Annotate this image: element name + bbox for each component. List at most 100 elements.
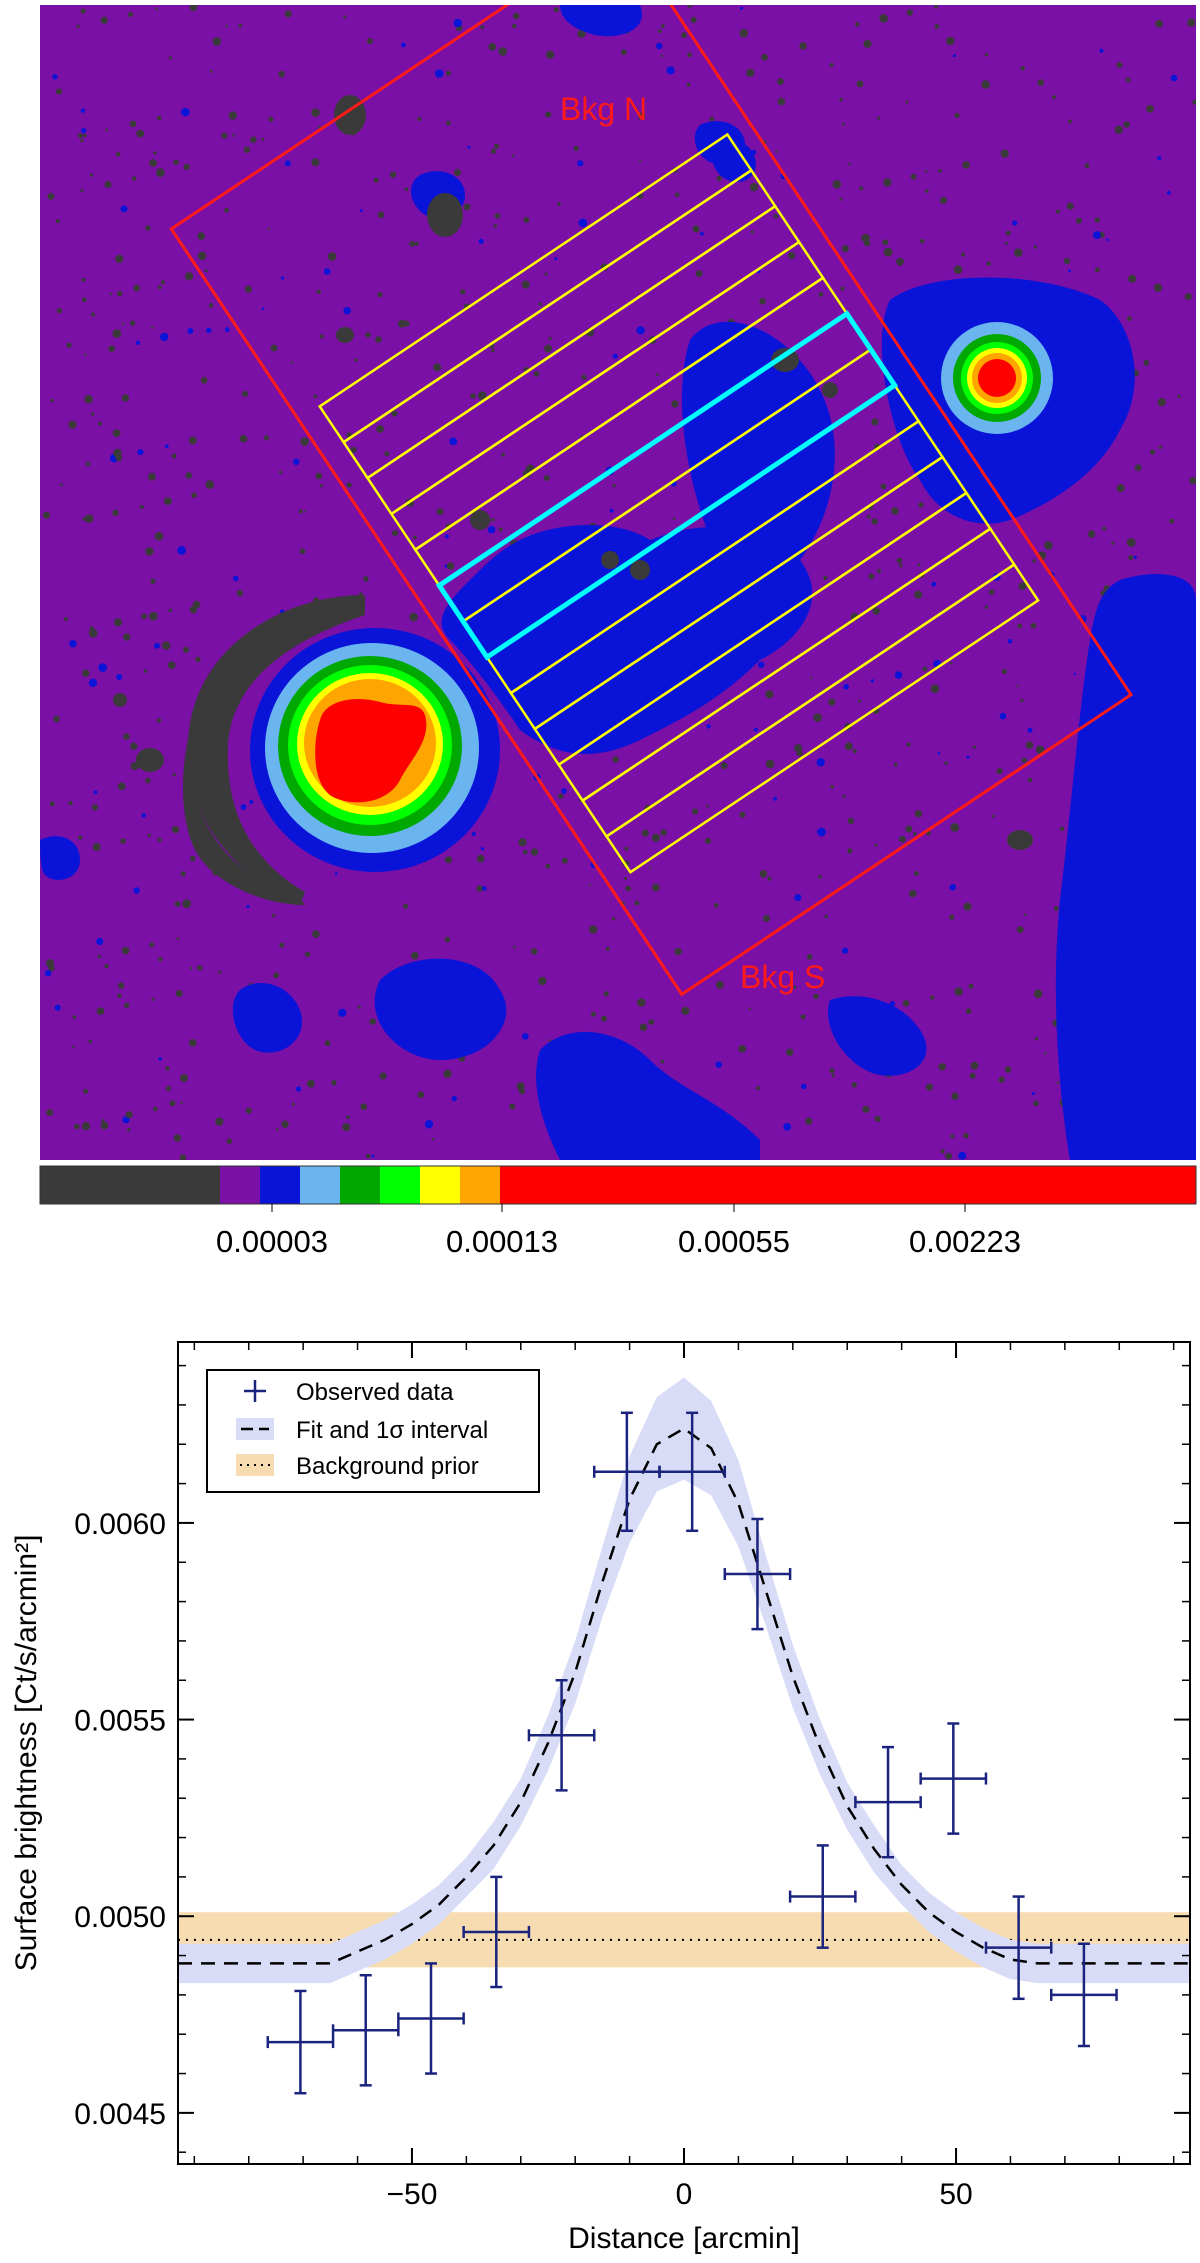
speckle [100,16,108,24]
colorbar-tick-label: 0.00223 [909,1224,1021,1259]
speckle [477,391,487,400]
speckle [1149,449,1156,455]
colorbar-segment [340,1166,380,1204]
speckle [72,1045,75,1049]
speckle [78,835,83,840]
speckle [709,116,715,122]
speckle [121,394,130,402]
speckle [765,690,774,699]
speckle [160,332,169,342]
speckle [182,899,192,909]
speckle [1063,257,1071,265]
speckle [42,511,51,519]
speckle [939,196,948,205]
data-point [723,1517,792,1631]
colorbar-segment [220,1166,260,1204]
speckle [410,951,419,960]
speckle [401,42,406,48]
speckle [661,24,665,28]
speckle [284,10,292,18]
speckle [147,472,156,481]
speckle [165,1066,170,1071]
data-point [266,1989,335,2095]
speckle [561,788,567,794]
speckle [403,903,409,909]
speckle [761,53,768,61]
speckle [1056,1081,1060,1084]
speckle [311,158,320,167]
speckle [636,326,645,335]
speckle [236,590,244,597]
speckle [130,762,139,771]
speckle [391,410,398,417]
speckle [375,336,382,343]
speckle [818,875,822,879]
speckle [755,1086,760,1091]
speckle [800,1014,806,1020]
speckle [172,773,176,777]
y-tick-label: 0.0060 [74,1508,166,1541]
speckle [704,837,712,845]
speckle [521,1033,529,1040]
speckle [1012,220,1018,226]
speckle [905,825,913,833]
speckle [85,461,91,467]
colorbar: 0.00003 0.00013 0.00055 0.00223 [39,1160,1197,1259]
speckle [316,289,321,294]
speckle [130,742,138,750]
speckle [930,684,940,693]
speckle [82,516,87,521]
speckle [127,1128,131,1132]
speckle [487,525,496,534]
speckle [409,240,416,247]
speckle [279,942,285,948]
speckle [204,269,208,273]
dark-arc-body [187,595,365,905]
speckle [898,835,906,843]
speckle [512,23,517,29]
speckle [839,197,843,201]
speckle [88,628,98,638]
speckle [112,509,119,516]
speckle [1044,1052,1047,1055]
dark-blob [601,551,619,569]
speckle [359,209,363,213]
legend-symbol-fit [236,1418,274,1440]
speckle [491,518,495,522]
speckle [238,23,243,28]
speckle [74,1123,80,1130]
speckle [165,1085,171,1092]
speckle [660,1059,665,1064]
speckle [714,902,719,908]
speckle [480,847,485,851]
dark-blob [336,327,354,343]
speckle [905,100,909,104]
speckle [1052,95,1056,100]
speckle [879,14,888,23]
speckle [324,1040,331,1047]
speckle [530,848,539,856]
speckle [280,276,285,280]
speckle [346,482,352,488]
speckle [896,257,904,266]
speckle [273,972,280,979]
speckle [409,612,418,622]
speckle [963,1132,969,1139]
y-tick-label: 0.0055 [74,1705,166,1738]
speckle [949,884,956,891]
speckle [232,134,235,137]
speckle [767,876,772,881]
speckle [171,825,180,834]
speckle [113,448,122,458]
speckle [64,617,68,622]
speckle [1035,745,1045,755]
speckle [52,74,58,80]
speckle [163,497,172,506]
speckle [271,913,276,918]
speckle [862,1105,870,1113]
speckle [147,833,151,837]
speckle [208,303,214,308]
speckle [783,1123,792,1131]
speckle [1025,741,1034,749]
speckle [76,24,80,28]
